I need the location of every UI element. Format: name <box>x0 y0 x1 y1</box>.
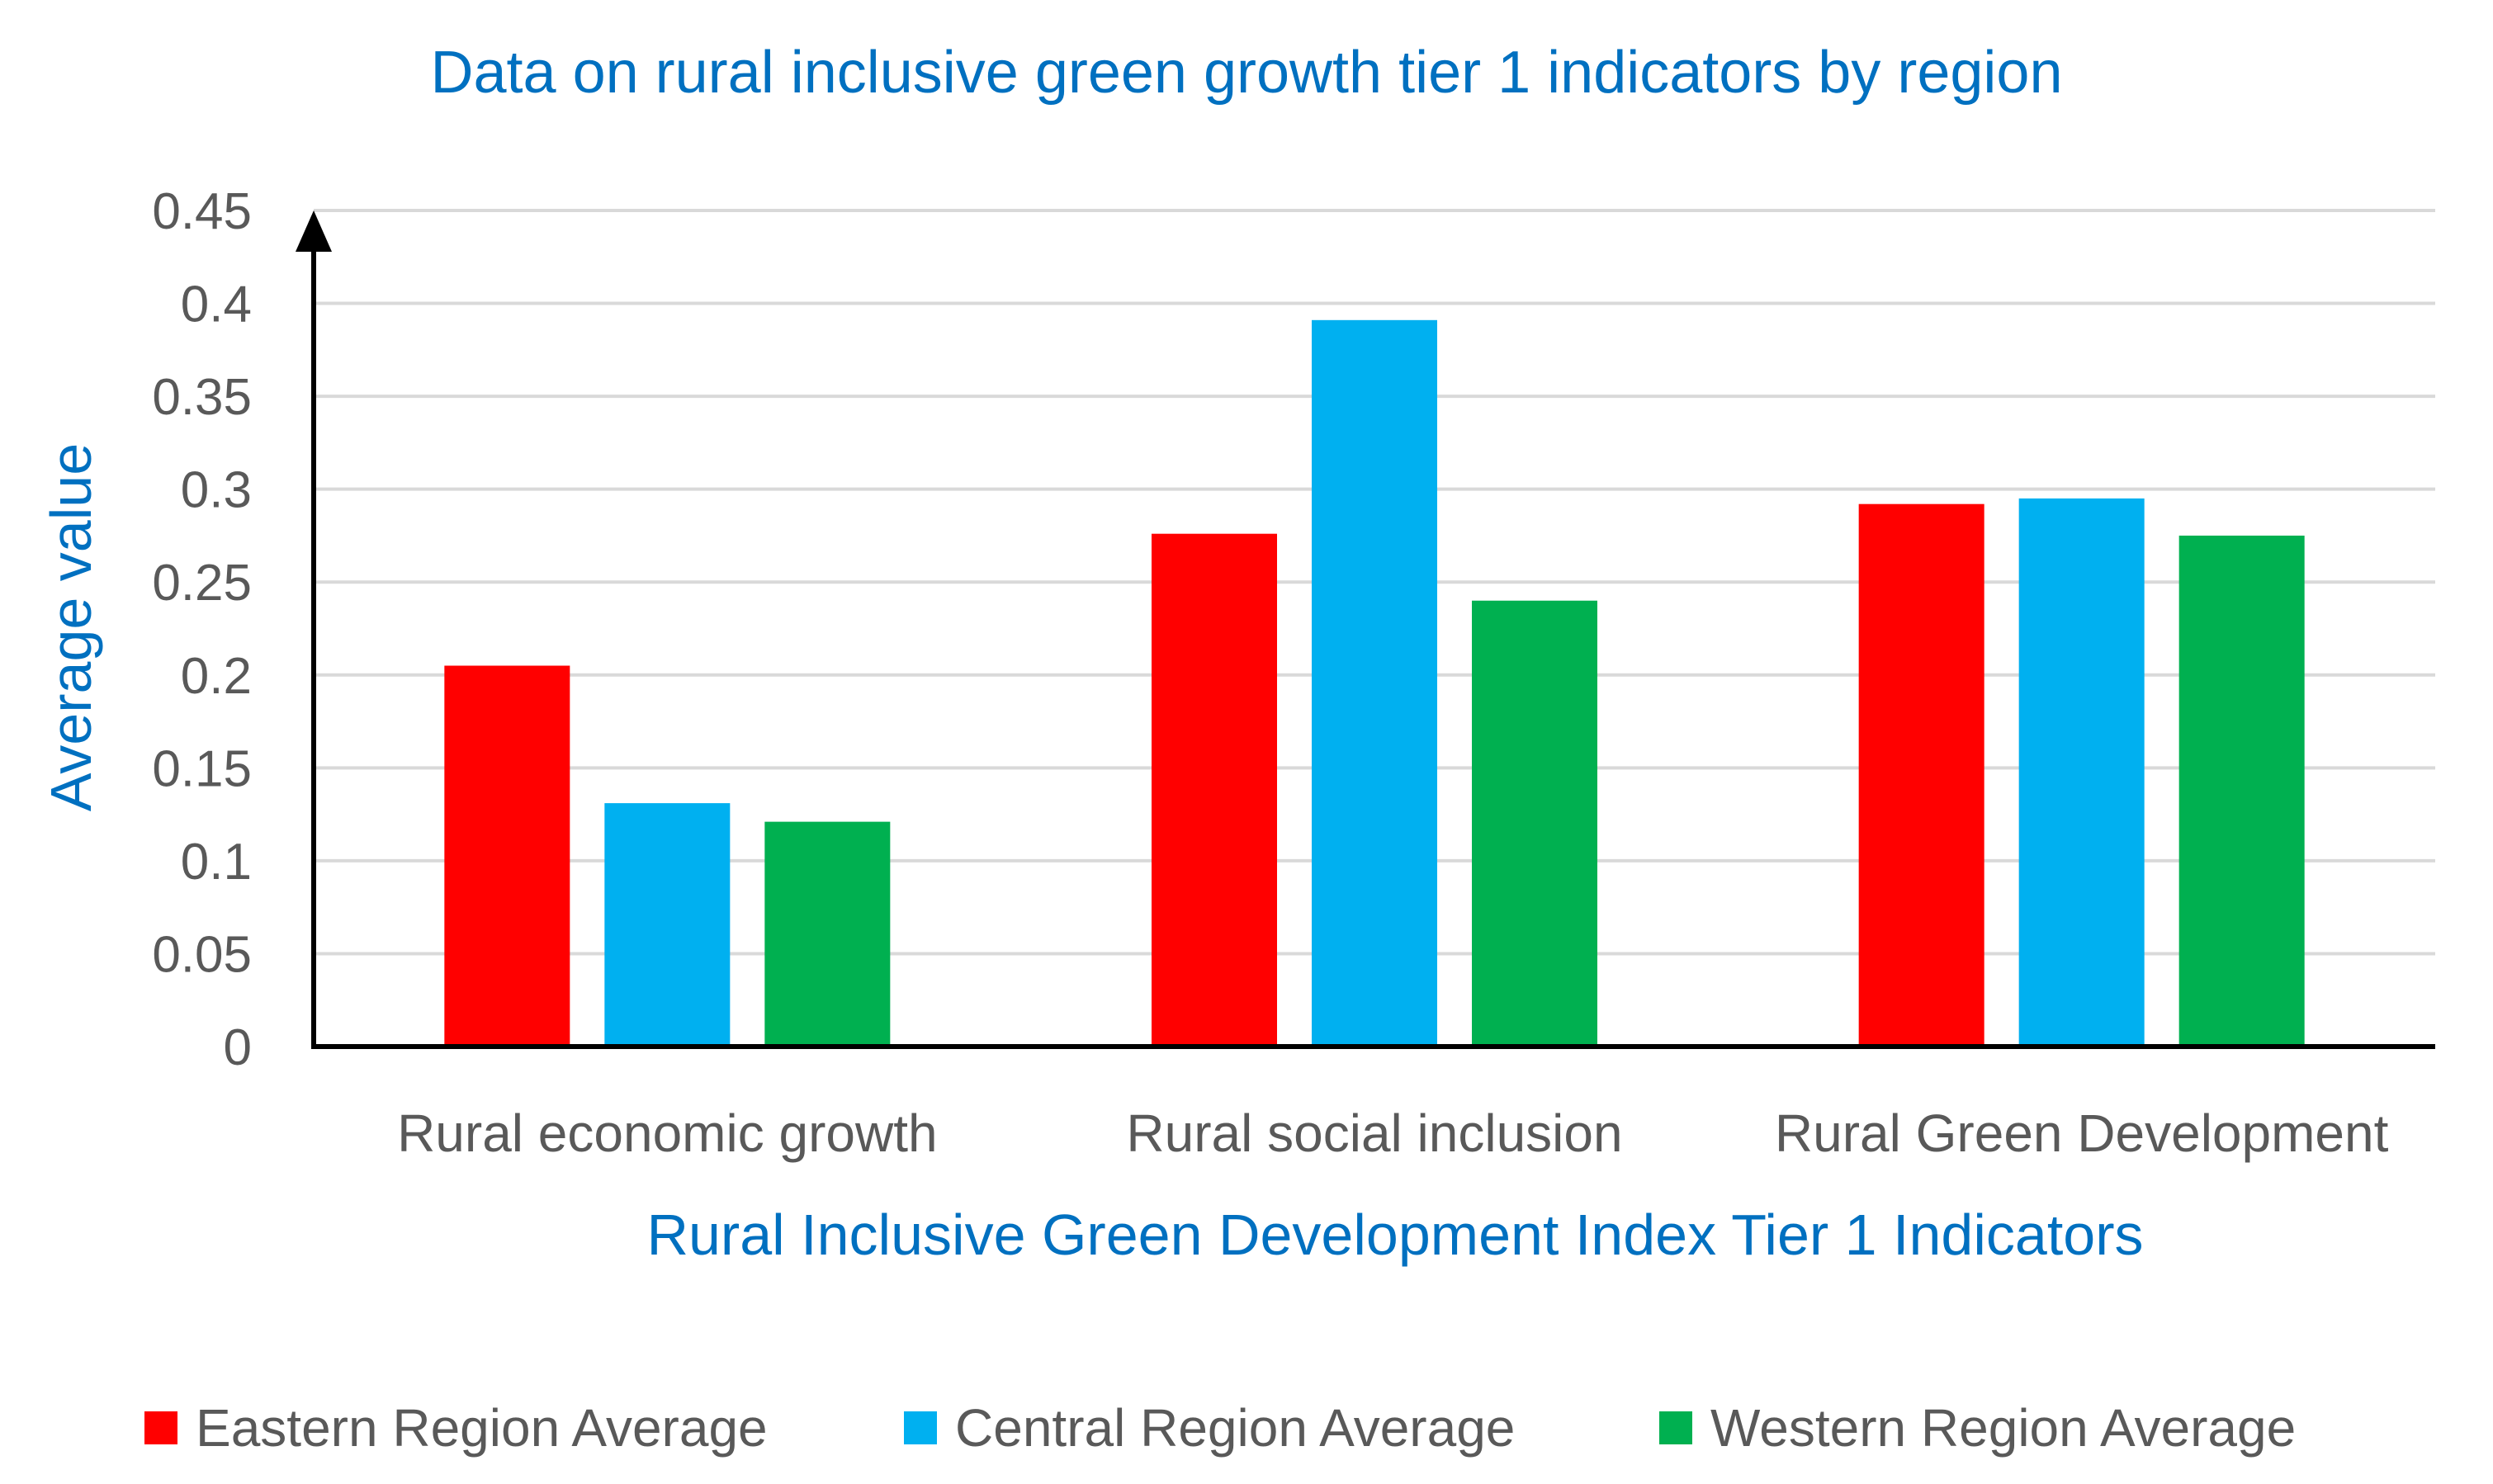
legend: Eastern Region Average Central Region Ave… <box>144 1398 2296 1458</box>
x-category-label: Rural Green Development <box>1775 1104 2389 1163</box>
chart-title: Data on rural inclusive green growth tie… <box>430 40 2062 106</box>
legend-label: Western Region Average <box>1710 1398 2296 1458</box>
bars <box>444 319 2305 1047</box>
y-tick-label: 0.35 <box>152 369 252 426</box>
legend-swatch <box>1659 1411 1692 1444</box>
y-tick-label: 0.2 <box>181 648 252 705</box>
y-axis-title: Average value <box>39 443 103 811</box>
legend-label: Eastern Region Average <box>196 1398 768 1458</box>
bar-1-2 <box>1152 533 1277 1047</box>
bar-2-3 <box>2018 498 2145 1047</box>
bar-2-2 <box>1312 319 1437 1047</box>
x-axis-title: Rural Inclusive Green Development Index … <box>646 1203 2143 1267</box>
x-axis-categories: Rural economic growth Rural social inclus… <box>397 1104 2389 1163</box>
y-tick-label: 0.15 <box>152 740 252 797</box>
y-tick-label: 0.4 <box>181 276 252 333</box>
legend-swatch <box>904 1411 937 1444</box>
bar-2-1 <box>604 803 731 1047</box>
legend-swatch <box>144 1411 177 1444</box>
y-tick-label: 0.25 <box>152 555 252 612</box>
x-category-label: Rural social inclusion <box>1126 1104 1622 1163</box>
y-tick-label: 0.05 <box>152 926 252 983</box>
y-tick-label: 0.1 <box>181 834 252 891</box>
y-axis-ticks: 0 0.05 0.1 0.15 0.2 0.25 0.3 0.35 0.4 0.45 <box>152 183 252 1076</box>
bar-3-1 <box>764 821 891 1047</box>
y-tick-label: 0 <box>224 1019 252 1076</box>
bar-1-3 <box>1858 503 1984 1047</box>
x-category-label: Rural economic growth <box>397 1104 938 1163</box>
bar-1-1 <box>444 665 570 1047</box>
bar-3-3 <box>2178 535 2305 1047</box>
y-tick-label: 0.3 <box>181 462 252 519</box>
y-axis-arrow-icon <box>296 210 332 252</box>
y-tick-label: 0.45 <box>152 183 252 240</box>
bar-3-2 <box>1472 600 1597 1047</box>
legend-label: Central Region Average <box>955 1398 1515 1458</box>
